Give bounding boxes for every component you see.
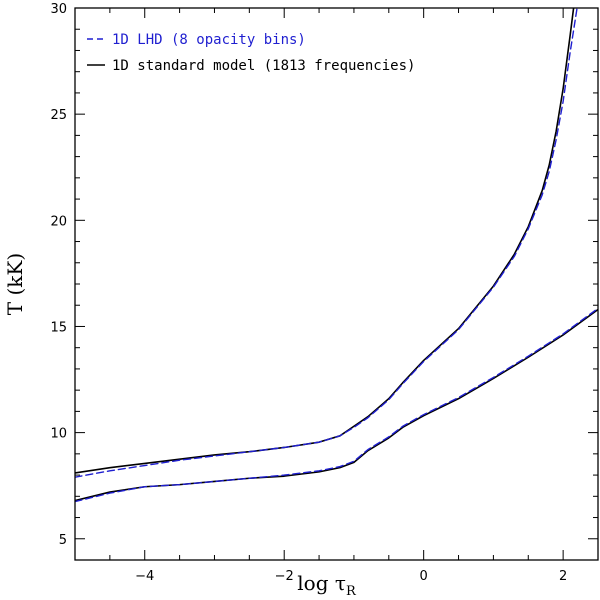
legend-label: 1D LHD (8 opacity bins) — [112, 32, 306, 48]
y-axis-title: T (kK) — [3, 253, 27, 315]
x-tick-label: 2 — [559, 569, 567, 584]
y-tick-label: 20 — [50, 214, 67, 229]
plot-frame — [74, 7, 599, 561]
legend: 1D LHD (8 opacity bins) 1D standard model… — [87, 32, 415, 74]
x-tick-label: 0 — [420, 569, 428, 584]
y-tick-label: 5 — [59, 533, 67, 548]
series-line-upper-standard — [75, 8, 575, 474]
x-tick-label: −4 — [135, 569, 154, 584]
x-axis-title: log τR — [297, 571, 357, 599]
y-tick-label: 10 — [50, 427, 67, 442]
series-line-lower-standard — [75, 308, 598, 502]
y-tick-label: 25 — [50, 108, 67, 123]
legend-label: 1D standard model (1813 frequencies) — [112, 58, 415, 74]
x-axis-title-subscript: R — [346, 584, 357, 599]
series-line-lower-lhd — [75, 307, 598, 503]
y-tick-label: 30 — [50, 2, 67, 17]
y-tick-label: 15 — [50, 320, 67, 335]
x-axis-title-main: log τ — [297, 571, 346, 595]
series-layer — [75, 8, 598, 503]
x-tick-label: −2 — [275, 569, 294, 584]
series-line-upper-lhd — [75, 8, 578, 478]
